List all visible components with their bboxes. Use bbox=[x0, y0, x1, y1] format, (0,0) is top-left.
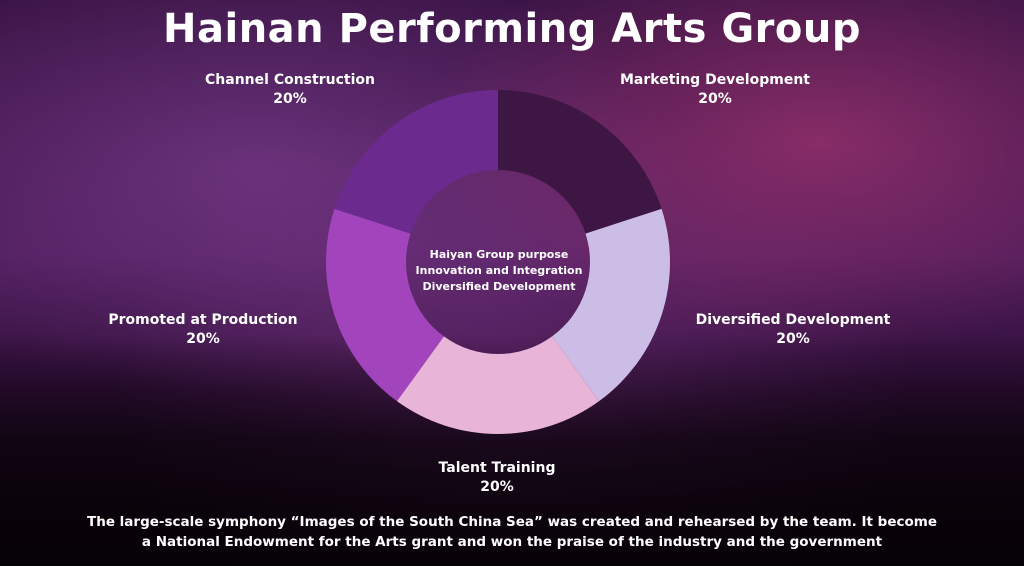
donut-slice-promoted-at-production bbox=[326, 208, 444, 402]
center-line-1: Haiyan Group purpose bbox=[429, 248, 569, 261]
label-name: Marketing Development bbox=[620, 72, 810, 88]
donut-slice-channel-construction bbox=[334, 90, 498, 234]
label-value: 20% bbox=[480, 479, 514, 495]
label-marketing-development: Marketing Development 20% bbox=[605, 71, 825, 109]
footnote-line-2: a National Endowment for the Arts grant … bbox=[141, 534, 883, 550]
center-line-2: Innovation and Integration bbox=[415, 264, 583, 277]
label-value: 20% bbox=[186, 331, 220, 347]
donut-slice-marketing-development bbox=[498, 90, 662, 234]
label-promoted-at-production: Promoted at Production 20% bbox=[93, 311, 313, 349]
label-name: Talent Training bbox=[438, 460, 556, 476]
donut-slice-talent-training bbox=[396, 336, 600, 435]
label-value: 20% bbox=[273, 91, 307, 107]
footnote: The large-scale symphony “Images of the … bbox=[60, 512, 964, 552]
label-name: Diversified Development bbox=[695, 312, 891, 328]
donut-slice-diversified-development bbox=[552, 208, 670, 402]
label-channel-construction: Channel Construction 20% bbox=[180, 71, 400, 109]
label-value: 20% bbox=[776, 331, 810, 347]
center-line-3: Diversified Development bbox=[422, 280, 576, 293]
label-name: Channel Construction bbox=[205, 72, 375, 88]
footnote-line-1: The large-scale symphony “Images of the … bbox=[87, 514, 937, 530]
label-diversified-development: Diversified Development 20% bbox=[683, 311, 903, 349]
label-name: Promoted at Production bbox=[108, 312, 298, 328]
label-value: 20% bbox=[698, 91, 732, 107]
page-title: Hainan Performing Arts Group bbox=[163, 6, 861, 52]
donut-center-text: Haiyan Group purpose Innovation and Inte… bbox=[394, 247, 604, 295]
label-talent-training: Talent Training 20% bbox=[387, 459, 607, 497]
